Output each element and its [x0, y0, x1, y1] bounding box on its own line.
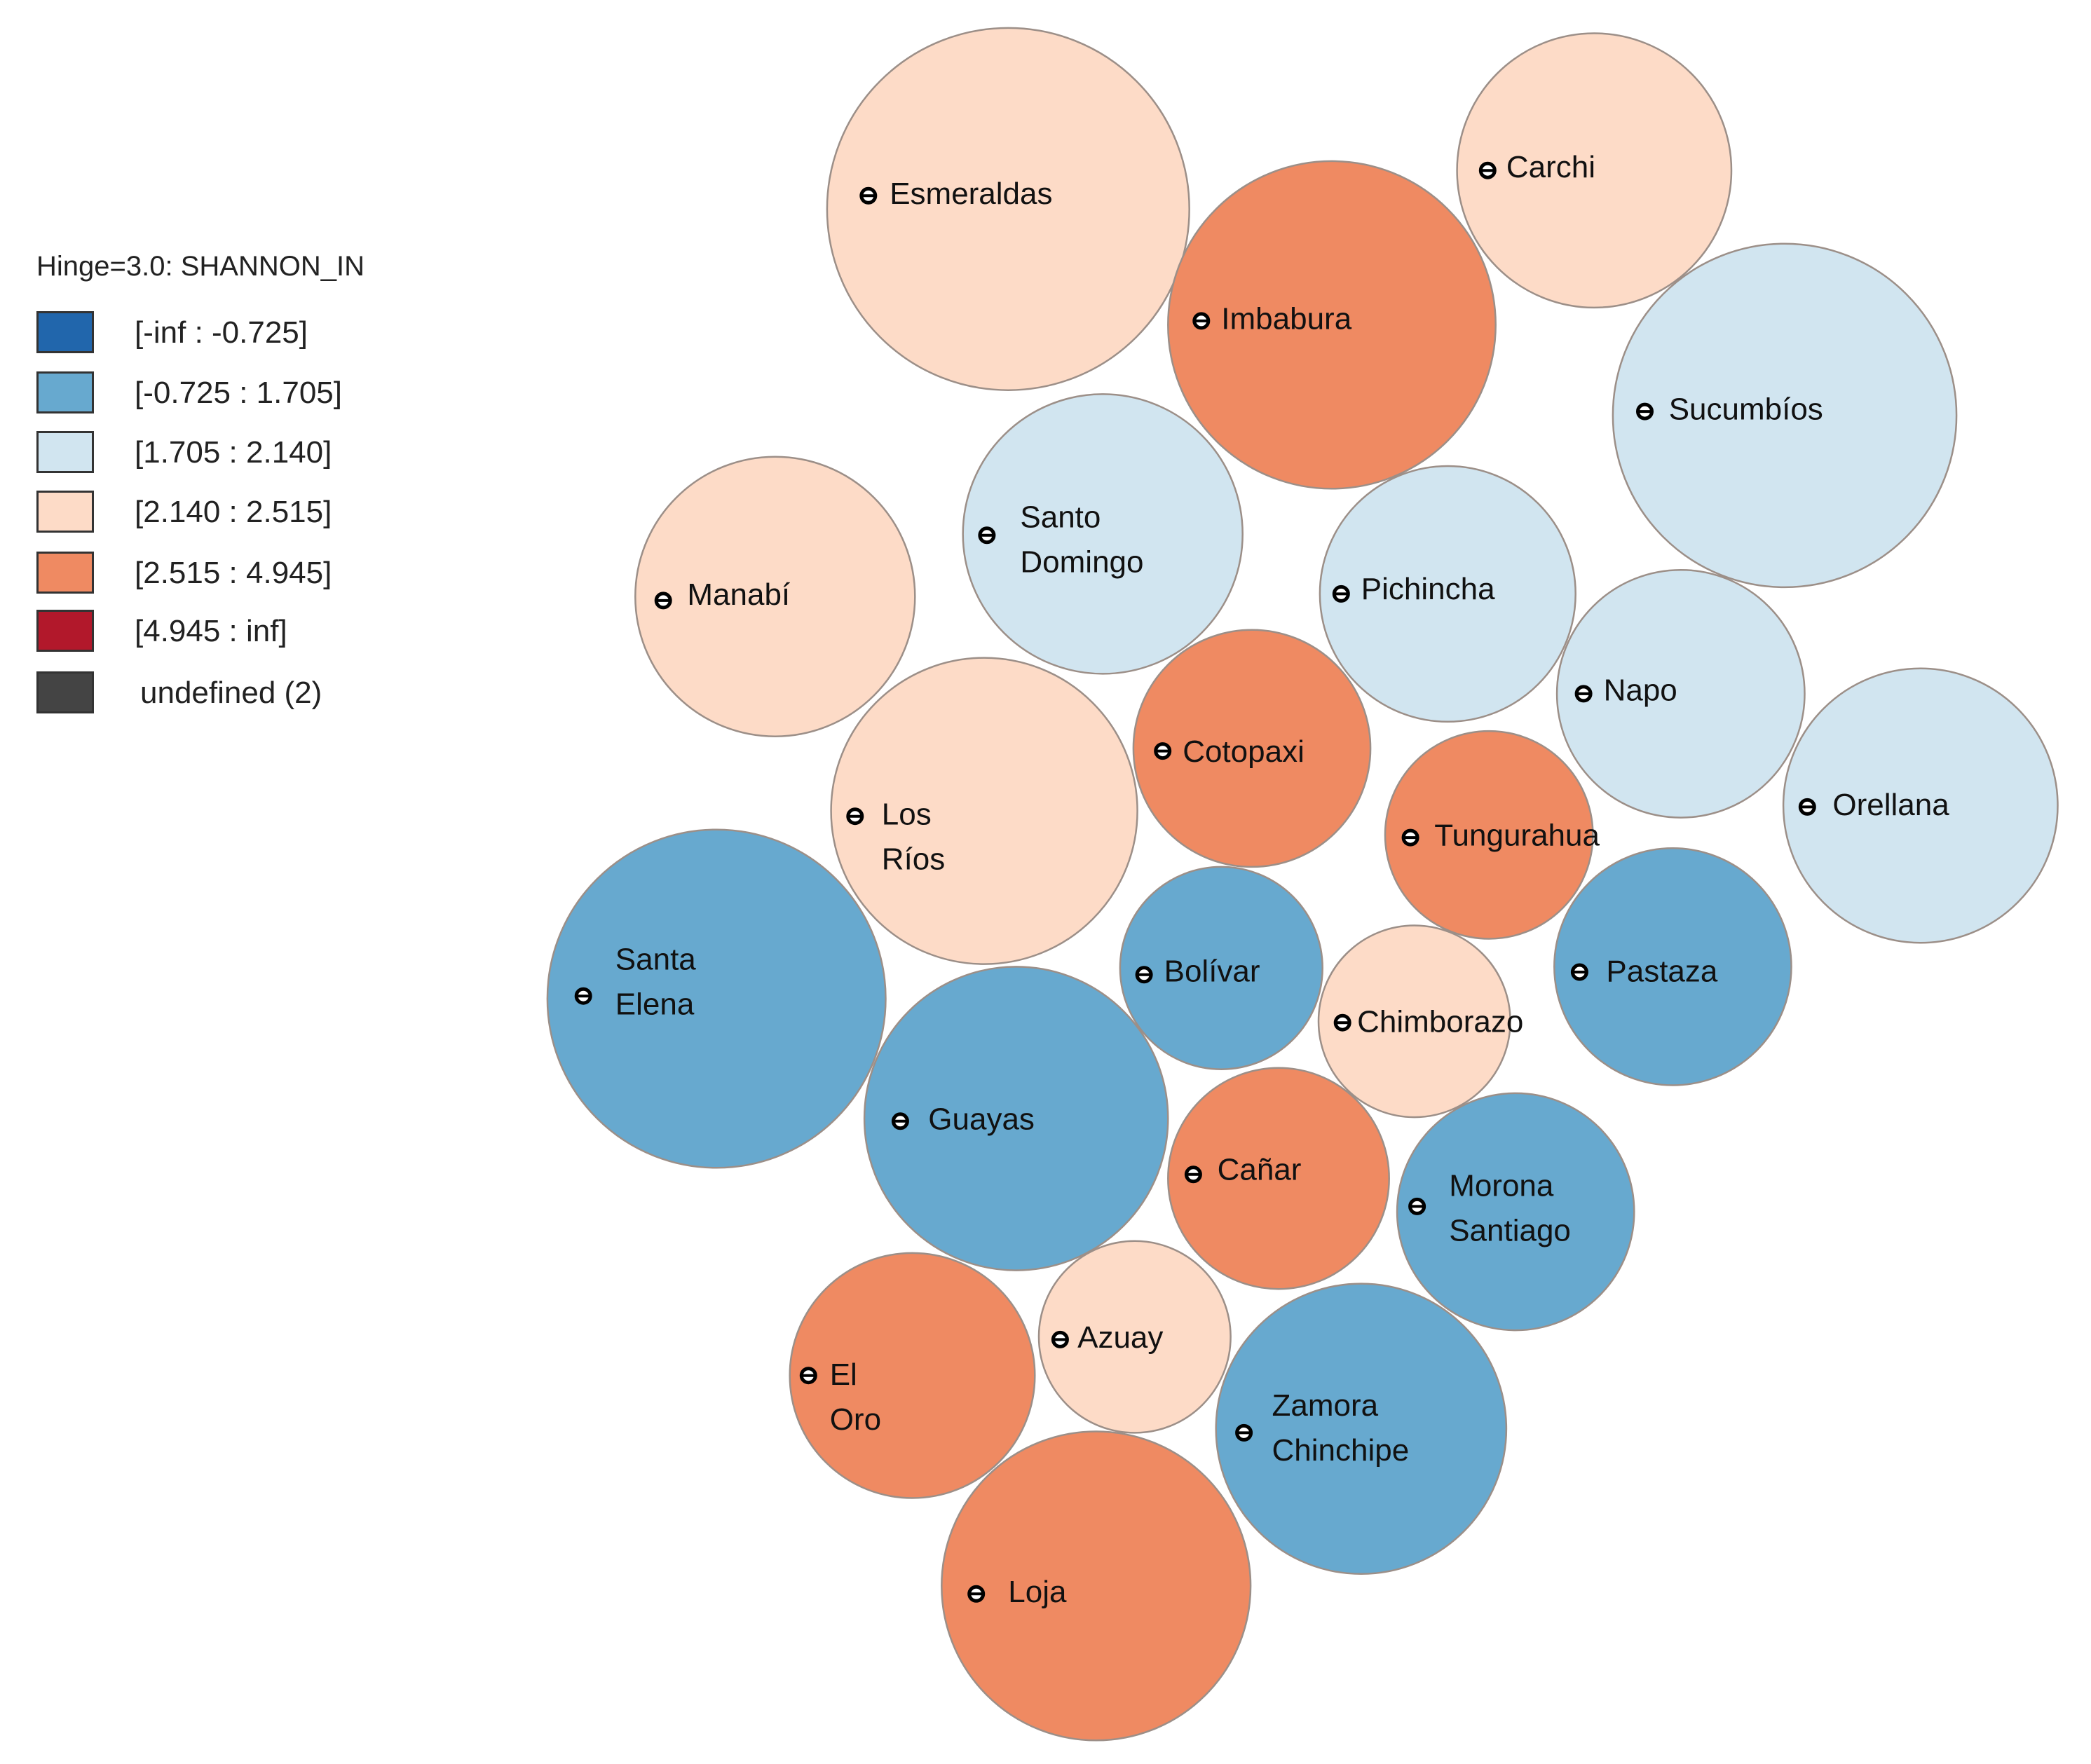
province-label-canar: Cañar: [1218, 1153, 1302, 1187]
province-circle-chimborazo[interactable]: [1317, 924, 1511, 1119]
legend-swatch: [36, 371, 94, 413]
legend-swatch: [36, 311, 94, 353]
legend-label: [-inf : -0.725]: [135, 315, 308, 350]
centroid-marker: [1478, 161, 1497, 179]
province-label-napo: Napo: [1604, 674, 1677, 708]
legend-swatch: [36, 671, 94, 713]
province-circle-canar[interactable]: [1167, 1067, 1390, 1290]
centroid-marker: [1574, 685, 1593, 703]
centroid-marker: [1192, 312, 1211, 330]
province-circle-tungurahua[interactable]: [1384, 730, 1594, 940]
province-circle-el-oro[interactable]: [789, 1252, 1036, 1499]
province-label-santo-domingo: Santo Domingo: [1020, 500, 1143, 580]
legend-label: [2.140 : 2.515]: [135, 495, 332, 529]
province-label-manabi: Manabí: [687, 577, 791, 612]
province-label-santa-elena: Santa Elena: [615, 942, 697, 1021]
legend-swatch: [36, 431, 94, 473]
province-label-morona-santiago: Morona Santiago: [1449, 1168, 1571, 1247]
province-circle-santo-domingo[interactable]: [962, 393, 1244, 675]
province-label-sucumbios: Sucumbíos: [1669, 392, 1823, 427]
legend-swatch: [36, 552, 94, 594]
centroid-marker: [967, 1585, 986, 1603]
province-circle-los-rios[interactable]: [830, 657, 1138, 965]
province-circle-cotopaxi[interactable]: [1132, 629, 1372, 868]
province-circle-bolivar[interactable]: [1119, 866, 1323, 1070]
centroid-marker: [859, 186, 878, 205]
legend-label: [1.705 : 2.140]: [135, 435, 332, 470]
legend-item: [-0.725 : 1.705]: [36, 371, 485, 416]
centroid-marker: [1408, 1197, 1426, 1215]
province-label-imbabura: Imbabura: [1221, 302, 1351, 336]
province-circle-santa-elena[interactable]: [546, 828, 887, 1169]
legend-item: [1.705 : 2.140]: [36, 431, 485, 476]
centroid-marker: [978, 526, 996, 545]
province-circle-zamora-chinchipe[interactable]: [1215, 1283, 1508, 1575]
centroid-marker: [1184, 1165, 1202, 1184]
province-label-cotopaxi: Cotopaxi: [1183, 734, 1305, 769]
province-circle-guayas[interactable]: [863, 966, 1169, 1271]
province-circle-esmeraldas[interactable]: [826, 27, 1190, 391]
legend-swatch: [36, 610, 94, 652]
centroid-marker: [1798, 798, 1816, 816]
province-circle-orellana[interactable]: [1782, 667, 2059, 944]
province-label-zamora-chinchipe: Zamora Chinchipe: [1272, 1388, 1410, 1468]
centroid-marker: [1235, 1423, 1253, 1442]
province-circle-pastaza[interactable]: [1553, 847, 1792, 1086]
centroid-marker: [654, 592, 672, 610]
province-circle-sucumbios[interactable]: [1612, 242, 1958, 589]
centroid-marker: [799, 1367, 817, 1385]
centroid-marker: [846, 807, 864, 826]
province-label-pichincha: Pichincha: [1361, 572, 1495, 606]
legend-item: [-inf : -0.725]: [36, 311, 485, 356]
province-circle-imbabura[interactable]: [1167, 160, 1497, 490]
legend-label: [-0.725 : 1.705]: [135, 376, 342, 410]
centroid-marker: [1333, 1013, 1351, 1032]
province-label-esmeraldas: Esmeraldas: [890, 177, 1052, 211]
province-circle-napo[interactable]: [1555, 568, 1806, 819]
centroid-marker: [1154, 742, 1172, 760]
province-circle-pichincha[interactable]: [1319, 465, 1576, 723]
centroid-marker: [1570, 963, 1588, 981]
legend-label: [2.515 : 4.945]: [135, 556, 332, 590]
centroid-marker: [1332, 584, 1350, 603]
province-circle-manabi[interactable]: [634, 456, 916, 737]
province-label-bolivar: Bolívar: [1164, 955, 1260, 989]
province-label-carchi: Carchi: [1506, 150, 1595, 184]
legend-title: Hinge=3.0: SHANNON_IN: [36, 251, 365, 282]
province-label-los-rios: Los Ríos: [882, 797, 945, 876]
legend-swatch: [36, 491, 94, 533]
centroid-marker: [1401, 828, 1419, 847]
province-circle-morona-santiago[interactable]: [1396, 1092, 1635, 1332]
legend-item: [2.140 : 2.515]: [36, 491, 485, 535]
centroid-marker: [574, 987, 592, 1005]
legend-item: [4.945 : inf]: [36, 610, 485, 655]
province-label-loja: Loja: [1008, 1575, 1067, 1609]
centroid-marker: [1051, 1330, 1069, 1348]
province-label-orellana: Orellana: [1832, 788, 1949, 822]
province-circle-loja[interactable]: [941, 1430, 1252, 1742]
province-label-guayas: Guayas: [928, 1102, 1035, 1136]
legend-label: [4.945 : inf]: [135, 614, 287, 648]
province-label-azuay: Azuay: [1077, 1320, 1163, 1355]
map-legend: Hinge=3.0: SHANNON_IN [-inf : -0.725] [-0…: [0, 0, 491, 771]
centroid-marker: [1636, 402, 1654, 421]
legend-item: undefined (2): [36, 671, 485, 716]
province-label-chimborazo: Chimborazo: [1357, 1005, 1523, 1039]
centroid-marker: [891, 1112, 909, 1130]
legend-label: undefined (2): [140, 676, 322, 710]
province-label-tungurahua: Tungurahua: [1434, 819, 1600, 853]
province-circle-azuay[interactable]: [1037, 1240, 1232, 1434]
province-label-pastaza: Pastaza: [1606, 955, 1718, 989]
centroid-marker: [1135, 966, 1153, 984]
legend-item: [2.515 : 4.945]: [36, 552, 485, 596]
province-circle-carchi[interactable]: [1456, 32, 1733, 309]
province-label-el-oro: El Oro: [830, 1358, 881, 1437]
